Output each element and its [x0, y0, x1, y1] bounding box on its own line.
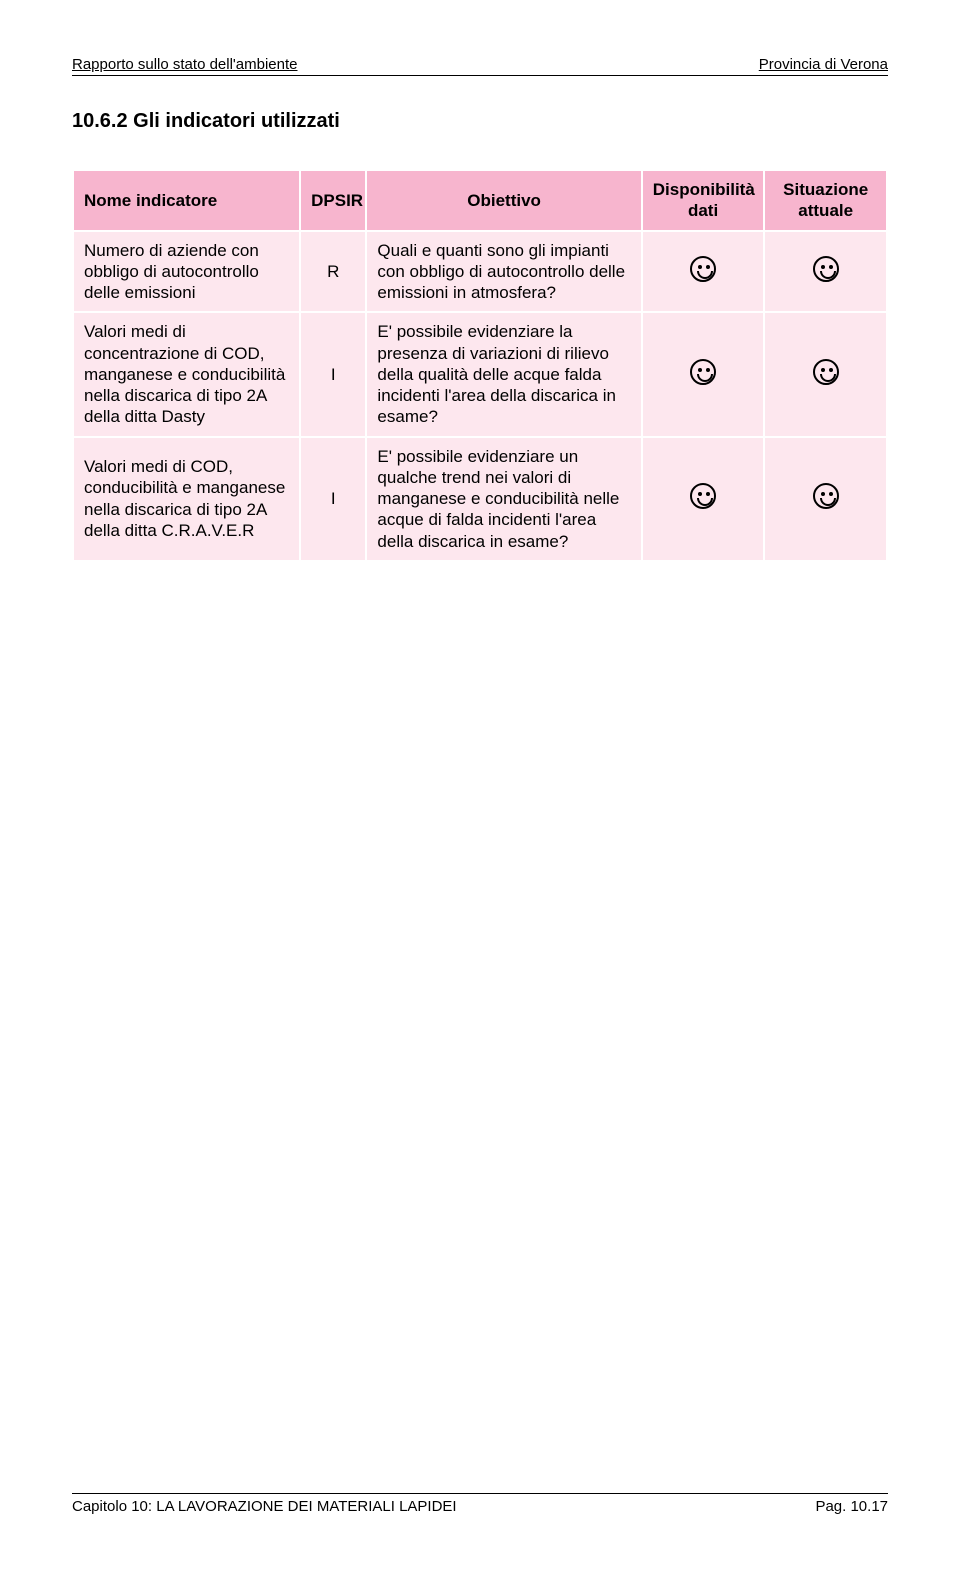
header-right: Provincia di Verona [759, 56, 888, 73]
header-left: Rapporto sullo stato dell'ambiente [72, 56, 298, 73]
smile-icon [813, 483, 839, 509]
cell-situ [765, 232, 886, 312]
smile-icon [813, 359, 839, 385]
cell-nome: Numero di aziende con obbligo di autocon… [74, 232, 299, 312]
smile-icon [690, 256, 716, 282]
cell-dpsir: I [301, 438, 365, 560]
footer-right: Pag. 10.17 [815, 1498, 888, 1515]
cell-disp [643, 438, 764, 560]
table-header-row: Nome indicatore DPSIR Obiettivo Disponib… [74, 171, 886, 230]
cell-situ [765, 438, 886, 560]
cell-obiettivo: E' possibile evidenziare un qualche tren… [367, 438, 640, 560]
smile-icon [813, 256, 839, 282]
col-header-nome: Nome indicatore [74, 171, 299, 230]
col-header-obiettivo: Obiettivo [367, 171, 640, 230]
cell-nome: Valori medi di COD, conducibilità e mang… [74, 438, 299, 560]
section-title: 10.6.2 Gli indicatori utilizzati [72, 110, 888, 133]
col-header-disp: Disponibilità dati [643, 171, 764, 230]
table-row: Valori medi di concentrazione di COD, ma… [74, 313, 886, 435]
col-header-situ: Situazione attuale [765, 171, 886, 230]
cell-obiettivo: E' possibile evidenziare la presenza di … [367, 313, 640, 435]
smile-icon [690, 483, 716, 509]
cell-dpsir: I [301, 313, 365, 435]
cell-dpsir: R [301, 232, 365, 312]
page-footer: Capitolo 10: LA LAVORAZIONE DEI MATERIAL… [72, 1493, 888, 1515]
indicators-table: Nome indicatore DPSIR Obiettivo Disponib… [72, 169, 888, 562]
page-header: Rapporto sullo stato dell'ambiente Provi… [72, 56, 888, 76]
cell-nome: Valori medi di concentrazione di COD, ma… [74, 313, 299, 435]
cell-disp [643, 313, 764, 435]
table-row: Numero di aziende con obbligo di autocon… [74, 232, 886, 312]
footer-left: Capitolo 10: LA LAVORAZIONE DEI MATERIAL… [72, 1498, 457, 1515]
cell-disp [643, 232, 764, 312]
col-header-dpsir: DPSIR [301, 171, 365, 230]
smile-icon [690, 359, 716, 385]
cell-obiettivo: Quali e quanti sono gli impianti con obb… [367, 232, 640, 312]
cell-situ [765, 313, 886, 435]
table-row: Valori medi di COD, conducibilità e mang… [74, 438, 886, 560]
